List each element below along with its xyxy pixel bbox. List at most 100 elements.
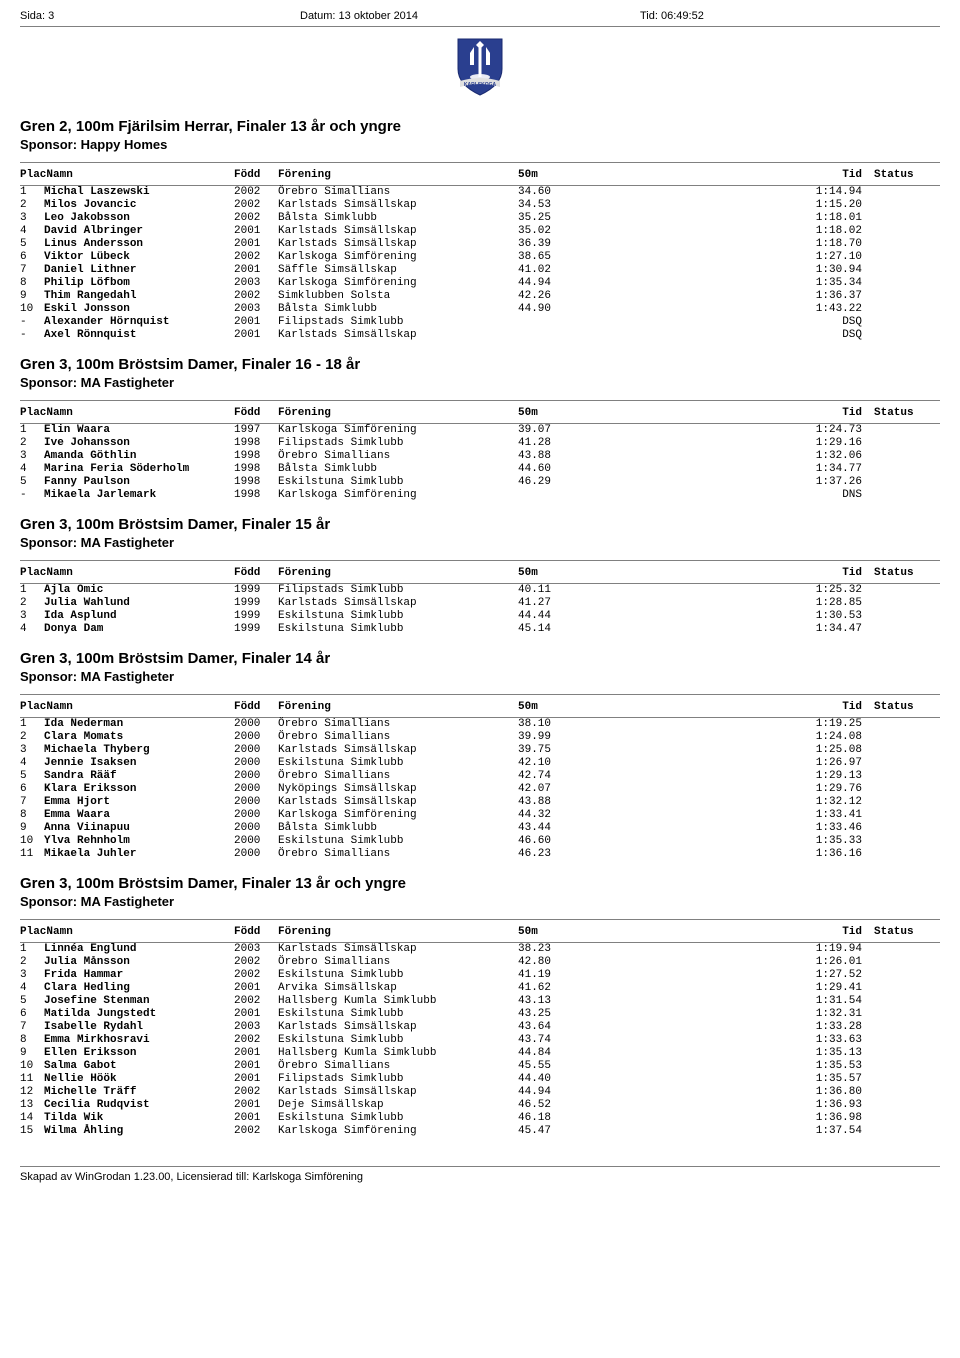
event-section: Gren 2, 100m Fjärilsim Herrar, Finaler 1… [20,118,940,342]
cell-tid: 1:34.47 [778,623,874,636]
cell-fodd: 1999 [234,584,278,598]
cell-forening: Filipstads Simklubb [278,316,518,329]
cell-status [874,1112,940,1125]
page-header: Sida: 3 Datum: 13 oktober 2014 Tid: 06:4… [20,10,940,27]
cell-status [874,186,940,200]
cell-plac: 4 [20,757,44,770]
cell-tid: 1:43.22 [778,303,874,316]
cell-namn: Matilda Jungstedt [44,1008,234,1021]
cell-status [874,623,940,636]
table-row: 3Leo Jakobsson2002Bålsta Simklubb35.251:… [20,212,940,225]
cell-50m: 38.65 [518,251,778,264]
cell-fodd: 2000 [234,822,278,835]
cell-fodd: 2003 [234,277,278,290]
cell-50m: 38.23 [518,943,778,957]
table-row: 5Josefine Stenman2002Hallsberg Kumla Sim… [20,995,940,1008]
cell-namn: Julia Wahlund [44,597,234,610]
cell-forening: Eskilstuna Simklubb [278,610,518,623]
cell-status [874,731,940,744]
cell-status [874,476,940,489]
cell-fodd: 2001 [234,1112,278,1125]
cell-fodd: 2002 [234,969,278,982]
cell-status [874,437,940,450]
cell-plac: 4 [20,463,44,476]
cell-plac: 1 [20,943,44,957]
cell-status [874,1047,940,1060]
events-container: Gren 2, 100m Fjärilsim Herrar, Finaler 1… [20,118,940,1138]
table-row: 4Donya Dam1999Eskilstuna Simklubb45.141:… [20,623,940,636]
cell-status [874,1021,940,1034]
cell-50m: 35.02 [518,225,778,238]
cell-fodd: 2002 [234,1086,278,1099]
cell-50m: 44.40 [518,1073,778,1086]
cell-fodd: 2000 [234,770,278,783]
cell-namn: Mikaela Juhler [44,848,234,861]
cell-fodd: 2001 [234,1060,278,1073]
event-title: Gren 3, 100m Bröstsim Damer, Finaler 13 … [20,875,940,892]
table-row: 14Tilda Wik2001Eskilstuna Simklubb46.181… [20,1112,940,1125]
cell-status [874,238,940,251]
cell-forening: Eskilstuna Simklubb [278,476,518,489]
col-header-status: Status [874,695,940,718]
cell-namn: Ylva Rehnholm [44,835,234,848]
cell-namn: Ellen Eriksson [44,1047,234,1060]
cell-status [874,835,940,848]
table-row: 7Daniel Lithner2001Säffle Simsällskap41.… [20,264,940,277]
cell-plac: 2 [20,437,44,450]
table-row: 10Ylva Rehnholm2000Eskilstuna Simklubb46… [20,835,940,848]
cell-50m: 44.60 [518,463,778,476]
table-row: 1Linnéa Englund2003Karlstads Simsällskap… [20,943,940,957]
col-header-status: Status [874,401,940,424]
cell-tid: 1:32.12 [778,796,874,809]
cell-namn: Philip Löfbom [44,277,234,290]
cell-tid: 1:18.01 [778,212,874,225]
table-row: 4Marina Feria Söderholm1998Bålsta Simklu… [20,463,940,476]
cell-fodd: 2001 [234,1008,278,1021]
cell-tid: 1:32.06 [778,450,874,463]
cell-forening: Karlstads Simsällskap [278,744,518,757]
table-row: 6Viktor Lübeck2002Karlskoga Simförening3… [20,251,940,264]
col-header-placnamn: PlacNamn [20,561,234,584]
header-left-value: 3 [48,10,54,22]
cell-status [874,329,940,342]
cell-tid: 1:24.08 [778,731,874,744]
cell-fodd: 2001 [234,1073,278,1086]
cell-50m: 43.88 [518,450,778,463]
cell-namn: Daniel Lithner [44,264,234,277]
cell-50m: 41.28 [518,437,778,450]
cell-tid: 1:15.20 [778,199,874,212]
cell-status [874,1125,940,1138]
cell-tid: 1:29.16 [778,437,874,450]
cell-forening: Karlstads Simsällskap [278,199,518,212]
cell-plac: 15 [20,1125,44,1138]
cell-plac: 13 [20,1099,44,1112]
header-right-value: 06:49:52 [661,10,704,22]
cell-forening: Simklubben Solsta [278,290,518,303]
cell-tid: 1:34.77 [778,463,874,476]
cell-namn: Fanny Paulson [44,476,234,489]
cell-fodd: 2000 [234,731,278,744]
cell-forening: Filipstads Simklubb [278,1073,518,1086]
cell-tid: 1:35.13 [778,1047,874,1060]
header-center-value: 13 oktober 2014 [339,10,419,22]
cell-fodd: 2002 [234,1125,278,1138]
col-header-placnamn: PlacNamn [20,920,234,943]
cell-forening: Karlstads Simsällskap [278,329,518,342]
table-row: 7Emma Hjort2000Karlstads Simsällskap43.8… [20,796,940,809]
cell-50m: 46.29 [518,476,778,489]
table-row: 2Julia Månsson2002Örebro Simallians42.80… [20,956,940,969]
cell-forening: Örebro Simallians [278,848,518,861]
cell-tid: 1:33.63 [778,1034,874,1047]
table-row: 1Michal Laszewski2002Örebro Simallians34… [20,186,940,200]
cell-tid: 1:30.94 [778,264,874,277]
cell-namn: Salma Gabot [44,1060,234,1073]
cell-forening: Karlstads Simsällskap [278,1021,518,1034]
cell-50m: 46.52 [518,1099,778,1112]
cell-50m: 44.84 [518,1047,778,1060]
table-row: 15Wilma Åhling2002Karlskoga Simförening4… [20,1125,940,1138]
cell-plac: - [20,329,44,342]
col-header-forening: Förening [278,163,518,186]
cell-namn: Ajla Omic [44,584,234,598]
cell-50m: 45.14 [518,623,778,636]
cell-fodd: 1999 [234,597,278,610]
